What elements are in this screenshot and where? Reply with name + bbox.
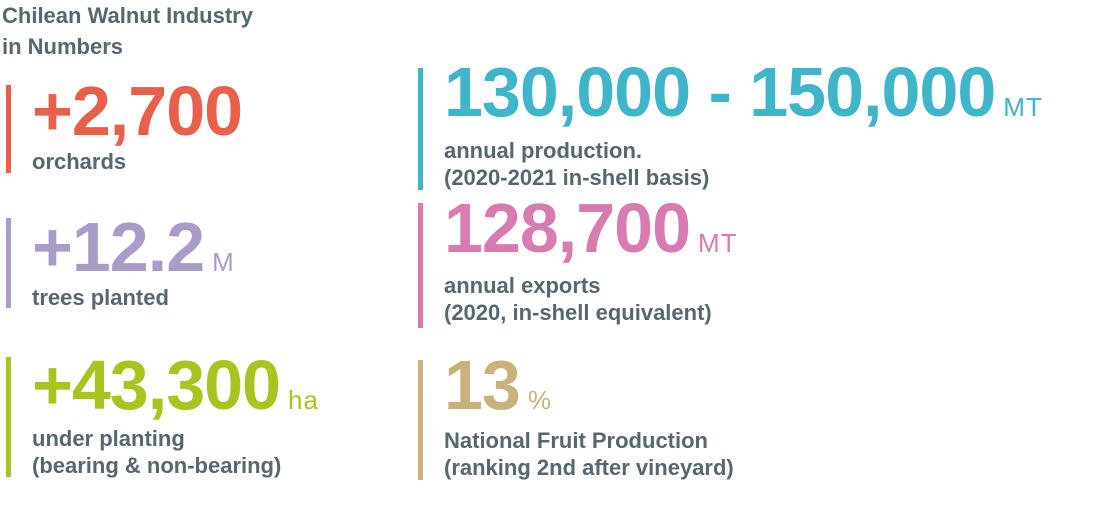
value-text: +43,300 — [32, 346, 281, 424]
value-text: 13 — [444, 346, 521, 424]
value-text: +2,700 — [32, 72, 243, 150]
stat-value: +12.2 M — [32, 212, 235, 297]
description-line: trees planted — [32, 285, 169, 310]
description: annual production. (2020-2021 in-shell ba… — [444, 137, 709, 191]
description-line: orchards — [32, 149, 127, 174]
value-text: 128,700 — [444, 189, 691, 267]
accent-bar — [418, 68, 423, 190]
description: under planting (bearing & non-bearing) — [32, 425, 281, 479]
stat-value: 128,700 MT — [444, 193, 738, 278]
accent-bar — [6, 85, 11, 173]
accent-bar — [418, 360, 423, 480]
description: trees planted — [32, 284, 169, 311]
description: National Fruit Production (ranking 2nd af… — [444, 427, 734, 481]
stat-value: +2,700 — [32, 76, 243, 146]
value-text: 130,000 - 150,000 — [444, 53, 996, 131]
title: Chilean Walnut Industry in Numbers — [2, 0, 253, 62]
unit: MT — [698, 228, 738, 258]
stat-value: 130,000 - 150,000 MT — [444, 57, 1043, 142]
description-line: annual exports — [444, 273, 601, 298]
value-text: +12.2 — [32, 208, 205, 286]
accent-bar — [418, 203, 423, 328]
unit: M — [212, 247, 235, 277]
description-line: (ranking 2nd after vineyard) — [444, 455, 734, 480]
accent-bar — [6, 357, 11, 477]
title-line: in Numbers — [2, 34, 124, 59]
unit: ha — [287, 385, 319, 415]
unit: MT — [1003, 92, 1043, 122]
stat-value: +43,300 ha — [32, 350, 319, 435]
stat-value: 13% — [444, 350, 552, 435]
description-line: (2020-2021 in-shell basis) — [444, 165, 710, 190]
description-line: (bearing & non-bearing) — [32, 453, 282, 478]
description: orchards — [32, 148, 126, 175]
description-line: under planting — [32, 426, 185, 451]
description-line: annual production. — [444, 138, 642, 163]
description: annual exports (2020, in-shell equivalent… — [444, 272, 712, 326]
title-line: Chilean Walnut Industry — [2, 3, 253, 28]
description-line: National Fruit Production — [444, 428, 708, 453]
unit: % — [527, 385, 552, 415]
accent-bar — [6, 218, 11, 308]
description-line: (2020, in-shell equivalent) — [444, 300, 712, 325]
